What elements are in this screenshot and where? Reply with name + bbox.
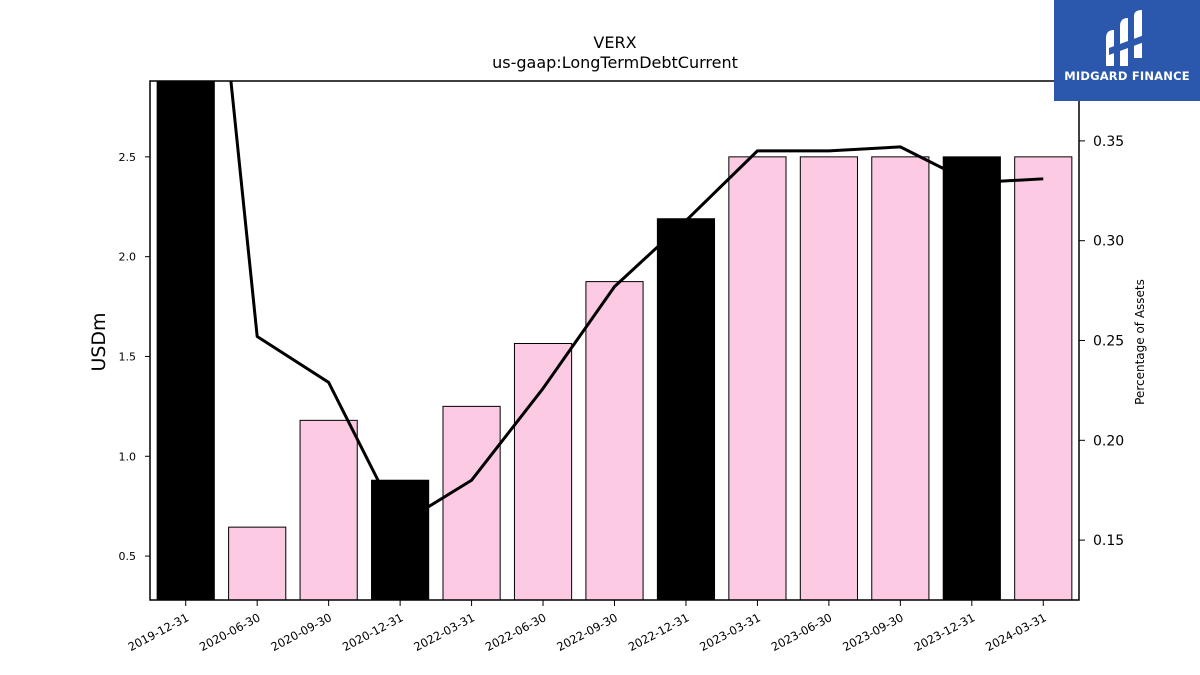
chart-title: VERX	[593, 33, 636, 52]
x-tick-label: 2022-06-30	[483, 610, 549, 654]
bar-2020-06-30	[228, 526, 287, 600]
y-tick-label: 1.0	[119, 450, 137, 463]
y2-tick-label: 0.25	[1093, 334, 1124, 350]
bar-2024-03-31	[1014, 156, 1073, 600]
midgard-logo-icon	[1106, 10, 1147, 66]
brand-logo: MIDGARD FINANCE	[1054, 0, 1200, 101]
y-tick-label: 2.0	[119, 251, 137, 264]
y2-tick-label: 0.30	[1093, 234, 1124, 250]
bar-2020-12-31	[371, 479, 430, 600]
bar-2022-12-31	[656, 218, 716, 600]
bar-2022-03-31	[442, 405, 501, 600]
x-tick-label: 2022-12-31	[626, 610, 692, 654]
y2-axis-label: Percentage of Assets	[1133, 279, 1147, 405]
x-tick-label: 2022-09-30	[554, 610, 620, 654]
x-tick-label: 2020-12-31	[340, 610, 406, 654]
x-tick-label: 2022-03-31	[411, 610, 477, 654]
x-tick-label: 2023-03-31	[697, 610, 763, 654]
brand-name: MIDGARD FINANCE	[1064, 69, 1190, 83]
bar-2023-12-31	[942, 156, 1001, 600]
x-tick-label: 2019-12-31	[126, 610, 192, 654]
bar-2023-09-30	[871, 156, 930, 600]
y-axis-label: USDm	[88, 312, 110, 371]
x-tick-label: 2023-06-30	[769, 610, 835, 654]
y-tick-label: 0.5	[119, 550, 137, 563]
bar-2022-06-30	[513, 342, 573, 600]
y-tick-label: 1.5	[119, 350, 137, 363]
y2-tick-label: 0.20	[1093, 433, 1124, 449]
y2-tick-label: 0.35	[1093, 134, 1124, 150]
chart-subtitle: us-gaap:LongTermDebtCurrent	[492, 53, 738, 72]
bar-2020-09-30	[299, 419, 358, 600]
y-tick-label: 2.5	[119, 151, 137, 164]
x-tick-label: 2023-09-30	[840, 610, 906, 654]
x-tick-label: 2020-06-30	[197, 610, 263, 654]
bar-2022-09-30	[585, 281, 644, 600]
x-tick-label: 2020-09-30	[268, 610, 334, 654]
bar-2023-03-31	[728, 156, 787, 600]
y2-tick-label: 0.15	[1093, 533, 1124, 549]
x-tick-label: 2024-03-31	[983, 610, 1049, 654]
x-tick-label: 2023-12-31	[912, 610, 978, 654]
bar-2019-12-31	[156, 81, 215, 600]
bar-2023-06-30	[799, 156, 858, 600]
